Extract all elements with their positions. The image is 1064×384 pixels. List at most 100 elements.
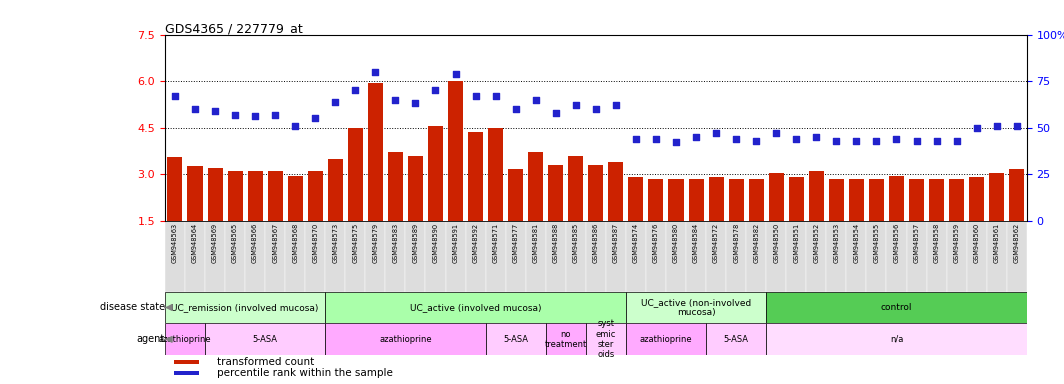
FancyBboxPatch shape [886, 221, 907, 291]
Text: GSM948560: GSM948560 [974, 223, 980, 263]
Text: GSM948588: GSM948588 [553, 223, 559, 263]
Text: GSM948563: GSM948563 [172, 223, 178, 263]
Point [387, 97, 404, 103]
FancyBboxPatch shape [165, 291, 326, 323]
FancyBboxPatch shape [947, 221, 966, 291]
FancyBboxPatch shape [405, 221, 426, 291]
Text: percentile rank within the sample: percentile rank within the sample [217, 368, 393, 378]
FancyBboxPatch shape [446, 221, 466, 291]
Text: GSM948578: GSM948578 [733, 223, 739, 263]
Bar [969, 177, 984, 221]
FancyBboxPatch shape [466, 221, 485, 291]
Point [968, 124, 985, 131]
Bar [609, 162, 624, 221]
Bar [228, 171, 243, 221]
Text: control: control [881, 303, 912, 312]
FancyBboxPatch shape [966, 221, 986, 291]
FancyBboxPatch shape [566, 221, 586, 291]
Text: GSM948573: GSM948573 [332, 223, 338, 263]
Text: GSM948557: GSM948557 [914, 223, 919, 263]
FancyBboxPatch shape [305, 221, 326, 291]
Point [828, 137, 845, 144]
Point [587, 106, 604, 112]
FancyBboxPatch shape [807, 221, 827, 291]
FancyBboxPatch shape [646, 221, 666, 291]
FancyBboxPatch shape [1007, 221, 1027, 291]
Text: GSM948591: GSM948591 [452, 223, 459, 263]
Bar [749, 179, 764, 221]
FancyBboxPatch shape [526, 221, 546, 291]
Point [247, 113, 264, 119]
Bar [588, 165, 603, 221]
FancyBboxPatch shape [786, 221, 807, 291]
FancyBboxPatch shape [365, 221, 385, 291]
Text: UC_active (involved mucosa): UC_active (involved mucosa) [410, 303, 542, 312]
FancyBboxPatch shape [907, 221, 927, 291]
Text: GSM948589: GSM948589 [413, 223, 418, 263]
Text: GSM948571: GSM948571 [493, 223, 499, 263]
Text: GSM948576: GSM948576 [653, 223, 659, 263]
Bar [709, 177, 724, 221]
Text: GSM948550: GSM948550 [774, 223, 779, 263]
Point [648, 136, 665, 142]
FancyBboxPatch shape [205, 323, 326, 355]
FancyBboxPatch shape [265, 221, 285, 291]
Text: GSM948575: GSM948575 [352, 223, 359, 263]
Text: GSM948569: GSM948569 [212, 223, 218, 263]
Text: GSM948551: GSM948551 [794, 223, 799, 263]
Bar [568, 156, 583, 221]
Text: azathioprine: azathioprine [159, 335, 212, 344]
Text: GSM948553: GSM948553 [833, 223, 839, 263]
Text: 5-ASA: 5-ASA [724, 335, 749, 344]
Point [808, 134, 825, 140]
Text: disease state: disease state [100, 303, 165, 313]
Point [347, 87, 364, 93]
Point [306, 115, 323, 121]
FancyBboxPatch shape [426, 221, 446, 291]
FancyBboxPatch shape [485, 323, 546, 355]
Bar [173, 371, 199, 375]
Point [948, 137, 965, 144]
FancyBboxPatch shape [226, 221, 245, 291]
Bar [307, 171, 322, 221]
Point [628, 136, 645, 142]
Bar [509, 169, 523, 221]
Point [267, 111, 284, 118]
Text: azathioprine: azathioprine [379, 335, 432, 344]
FancyBboxPatch shape [746, 221, 766, 291]
Text: azathioprine: azathioprine [639, 335, 693, 344]
Text: GSM948590: GSM948590 [432, 223, 438, 263]
Point [748, 137, 765, 144]
Point [988, 122, 1005, 129]
Point [567, 102, 584, 108]
Text: GSM948584: GSM948584 [693, 223, 699, 263]
FancyBboxPatch shape [586, 323, 626, 355]
Text: GSM948583: GSM948583 [393, 223, 398, 263]
Text: GSM948579: GSM948579 [372, 223, 379, 263]
Point [768, 130, 785, 136]
Text: 5-ASA: 5-ASA [503, 335, 528, 344]
Text: UC_active (non-involved
mucosa): UC_active (non-involved mucosa) [641, 298, 751, 317]
Point [608, 102, 625, 108]
Point [728, 136, 745, 142]
Point [708, 130, 725, 136]
Point [508, 106, 525, 112]
Text: GSM948561: GSM948561 [994, 223, 1000, 263]
Bar [829, 179, 844, 221]
Bar [949, 179, 964, 221]
FancyBboxPatch shape [866, 221, 886, 291]
Bar [348, 127, 363, 221]
Text: GSM948554: GSM948554 [853, 223, 860, 263]
Point [166, 93, 183, 99]
Point [868, 137, 885, 144]
FancyBboxPatch shape [605, 221, 626, 291]
Point [447, 71, 464, 77]
Point [667, 139, 684, 146]
Text: UC_remission (involved mucosa): UC_remission (involved mucosa) [171, 303, 319, 312]
Bar [909, 179, 924, 221]
Point [527, 97, 544, 103]
Text: GSM948585: GSM948585 [572, 223, 579, 263]
Point [787, 136, 804, 142]
Bar [268, 171, 283, 221]
FancyBboxPatch shape [986, 221, 1007, 291]
